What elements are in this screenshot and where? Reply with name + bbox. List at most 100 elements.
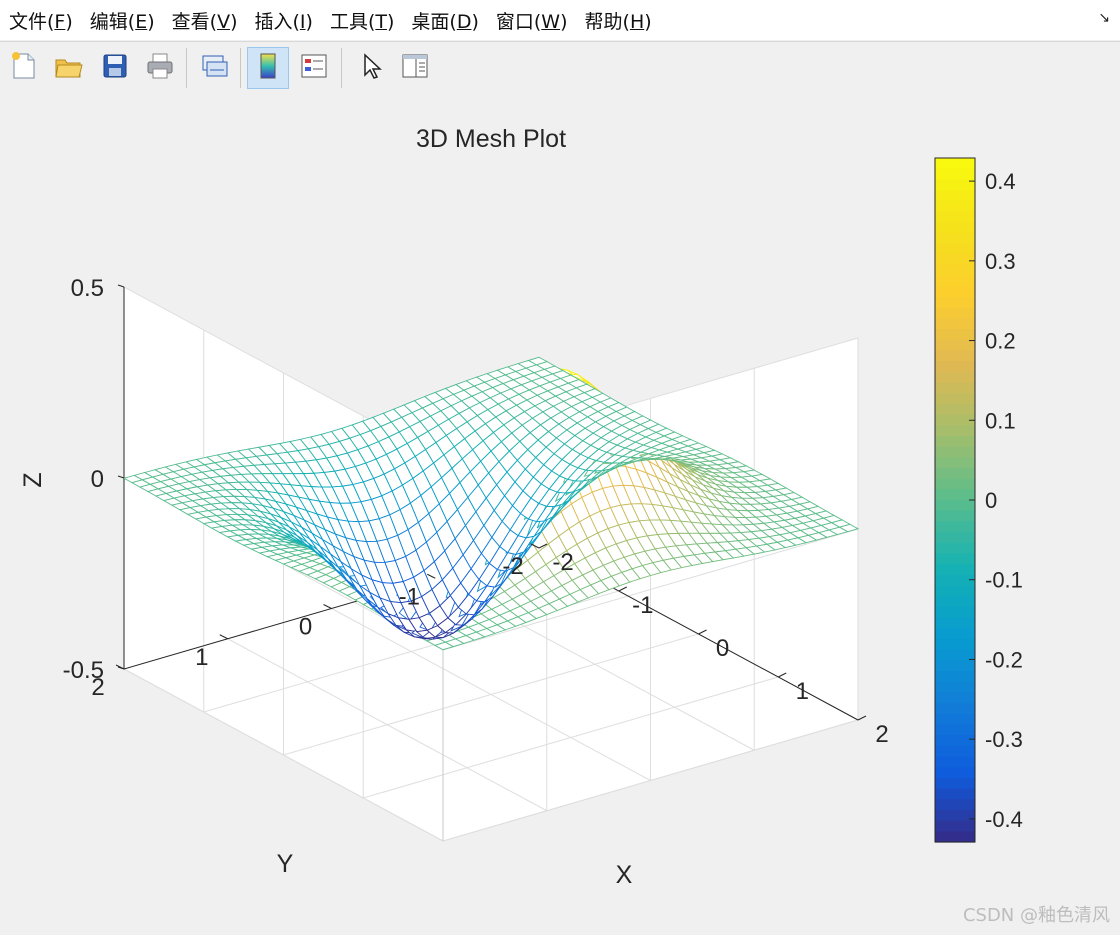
colorbar-segment (935, 521, 975, 533)
x-tick (857, 715, 867, 721)
print-button[interactable] (139, 47, 181, 89)
colorbar-segment (935, 574, 975, 587)
insert-legend-icon (299, 51, 329, 85)
figure-canvas: -0.5 0 0.5 -2 -1 0 1 2 -2 -1 0 1 2 3D Mesh Plot X Y Z -0.… (0, 94, 1120, 935)
menu-item-i[interactable]: 插入(I) (254, 10, 313, 33)
colorbar-segment (935, 660, 975, 672)
toolbar-separator (240, 48, 241, 88)
x-axis-label: X (616, 861, 633, 889)
colorbar-segment (935, 788, 975, 800)
colorbar-segment (935, 339, 975, 351)
insert-legend-button[interactable] (293, 47, 335, 89)
figure-toolbar (0, 41, 1120, 95)
y-tick (219, 634, 228, 640)
link-plot-icon (199, 51, 229, 85)
colorbar-segment (935, 831, 975, 843)
colorbar-segment (935, 617, 975, 629)
y-tick-label: 2 (91, 674, 104, 701)
colorbar-segment (935, 489, 975, 501)
colorbar-segment (935, 724, 975, 736)
new-figure-button[interactable] (3, 47, 45, 89)
colorbar-segment (935, 628, 975, 640)
colorbar-segment (935, 414, 975, 426)
chart-title: 3D Mesh Plot (416, 125, 566, 153)
save-icon (100, 51, 130, 85)
colorbar-segment (935, 222, 975, 234)
colorbar-segment (935, 382, 975, 394)
x-tick-label: 1 (796, 678, 809, 705)
colorbar-tick-label: 0 (985, 488, 997, 513)
z-tick-label: 0 (91, 466, 104, 493)
new-figure-icon (9, 51, 39, 85)
colorbar-segment (935, 232, 975, 245)
menu-item-w[interactable]: 窗口(W) (495, 10, 568, 33)
colorbar-tick-label: -0.2 (985, 647, 1023, 672)
colorbar-tick-label: -0.3 (985, 727, 1023, 752)
z-axis-label: Z (19, 472, 47, 487)
colorbar-segment (935, 809, 975, 822)
y-axis-label: Y (277, 850, 294, 878)
x-tick-label: 0 (716, 635, 729, 662)
menu-bar: 文件(F) 编辑(E) 查看(V) 插入(I) 工具(T) 桌面(D) 窗口(W) 帮助(H) (0, 0, 1120, 40)
colorbar-segment (935, 307, 975, 319)
z-tick (117, 284, 125, 288)
colorbar-segment (935, 243, 975, 255)
colorbar-segment (935, 350, 975, 362)
x-tick (778, 672, 787, 678)
colorbar-segment (935, 190, 975, 202)
colorbar-segment (935, 756, 975, 768)
toolbar-separator (341, 48, 342, 88)
colorbar-segment (935, 553, 975, 565)
colorbar-tick-label: 0.3 (985, 249, 1016, 274)
print-icon (145, 51, 175, 85)
z-tick (117, 475, 125, 479)
y-tick (323, 604, 332, 609)
colorbar-segment (935, 767, 975, 779)
colorbar-segment (935, 264, 975, 277)
dock-arrow-icon[interactable]: ↘ (1098, 10, 1110, 26)
colorbar-segment (935, 681, 975, 693)
y-tick (427, 573, 436, 579)
mesh-surface (122, 356, 860, 651)
watermark: CSDN @釉色清风 (962, 905, 1110, 926)
y-tick (115, 664, 125, 670)
y-tick-label: 0 (299, 614, 312, 641)
colorbar-segment (935, 703, 975, 715)
colorbar-segment (935, 329, 975, 341)
menu-item-f[interactable]: 文件(F) (9, 10, 73, 33)
property-inspector-button[interactable] (394, 47, 436, 89)
y-tick-label: -1 (399, 583, 420, 610)
colorbar-segment (935, 393, 975, 405)
save-button[interactable] (94, 47, 136, 89)
colorbar-segment (935, 158, 975, 170)
colorbar-segment (935, 820, 975, 832)
colorbar-segment (935, 478, 975, 490)
colorbar-segment (935, 596, 975, 608)
colorbar-segment (935, 435, 975, 448)
property-inspector-icon (400, 51, 430, 85)
insert-colorbar-icon (253, 51, 283, 85)
colorbar-segment (935, 745, 975, 758)
menu-item-v[interactable]: 查看(V) (171, 10, 238, 33)
x-tick (618, 586, 627, 592)
colorbar-segment (935, 211, 975, 223)
colorbar-segment (935, 403, 975, 416)
menu-item-h[interactable]: 帮助(H) (584, 10, 652, 33)
colorbar-segment (935, 500, 975, 512)
y-tick (530, 543, 540, 549)
menu-item-d[interactable]: 桌面(D) (411, 10, 479, 33)
colorbar-segment (935, 425, 975, 437)
colorbar-segment (935, 361, 975, 373)
edit-plot-button[interactable] (350, 47, 392, 89)
link-plot-button[interactable] (193, 47, 235, 89)
colorbar-segment (935, 799, 975, 811)
edit-plot-icon (356, 51, 386, 85)
colorbar-segment (935, 254, 975, 266)
colorbar-segment (935, 532, 975, 544)
insert-colorbar-button[interactable] (247, 47, 289, 89)
open-file-button[interactable] (47, 47, 89, 89)
tick-labels: -0.5 0 0.5 -2 -1 0 1 2 -2 -1 0 1 2 (63, 275, 889, 748)
menu-item-t[interactable]: 工具(T) (329, 10, 395, 33)
z-tick-label: -0.5 (63, 657, 104, 684)
menu-item-e[interactable]: 编辑(E) (89, 10, 155, 33)
